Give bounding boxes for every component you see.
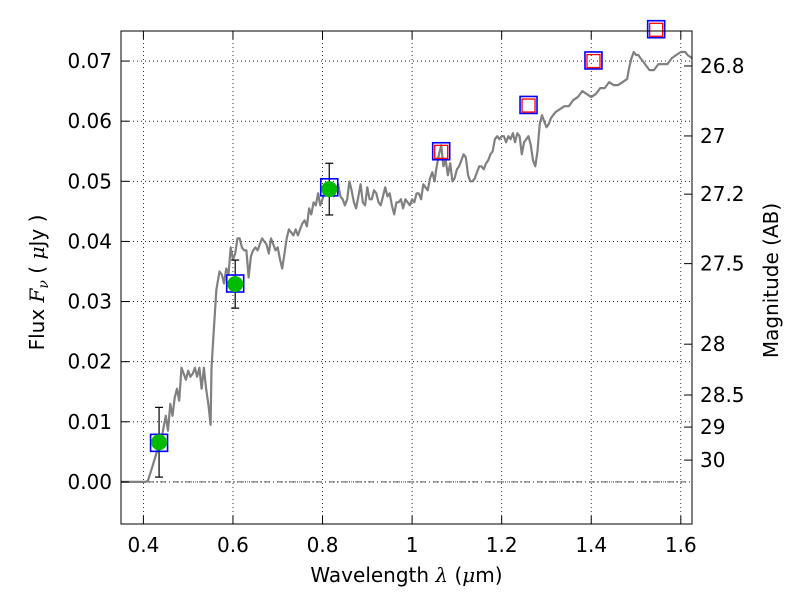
model-sed-layer	[121, 50, 693, 483]
y-axis-title: Flux Fν ( μJy )	[25, 215, 52, 351]
y-tick-label: 0.05	[67, 169, 112, 193]
upper-limit-marker	[434, 144, 449, 159]
x-axis-title: Wavelength λ (μm)	[310, 563, 502, 587]
x-tick-label: 1	[406, 533, 419, 557]
upper-limit-marker	[586, 53, 601, 69]
model-sed-line	[121, 50, 693, 483]
model-photometry-marker	[431, 141, 451, 161]
x-tick-label: 0.6	[217, 533, 249, 557]
observed-photometry-point	[227, 276, 244, 293]
x-tick-label: 1.2	[486, 533, 518, 557]
right-tick-label: 27.2	[700, 182, 745, 206]
photometry-layer	[149, 19, 666, 478]
model-photometry-marker	[584, 51, 603, 70]
grid	[121, 31, 692, 524]
upper-limit-marker	[521, 98, 536, 113]
right-tick-label: 29	[700, 415, 725, 439]
y-tick-label: 0.02	[67, 350, 112, 374]
y-tick-label: 0.03	[67, 290, 112, 314]
right-tick-label: 26.8	[700, 54, 745, 78]
y-tick-label: 0.01	[67, 410, 112, 434]
x-tick-label: 0.8	[307, 533, 339, 557]
right-tick-label: 27	[700, 124, 725, 148]
right-tick-label: 30	[700, 448, 725, 472]
right-axis-title: Magnitude (AB)	[759, 203, 783, 358]
x-tick-label: 0.4	[127, 533, 159, 557]
y-tick-label: 0.06	[67, 109, 112, 133]
upper-limit-marker	[649, 22, 664, 37]
observed-photometry-point	[151, 434, 168, 451]
x-tick-label: 1.4	[575, 533, 607, 557]
plot-frame	[120, 30, 693, 525]
right-tick-label: 28	[700, 332, 725, 356]
model-photometry-marker	[519, 95, 538, 115]
observed-photometry-point	[321, 181, 338, 198]
model-photometry-marker	[646, 19, 666, 39]
y-tick-label: 0.07	[67, 49, 112, 73]
y-tick-label: 0.00	[67, 470, 112, 494]
axis-ticks: 0.4 0.6 0.8 1 1.2 1.4 1.6 0.00 0.01 0.02 0.03 0.04 0…	[67, 31, 745, 557]
x-tick-label: 1.6	[665, 533, 697, 557]
y-tick-label: 0.04	[67, 229, 112, 253]
right-tick-label: 27.5	[700, 252, 745, 276]
right-tick-label: 28.5	[700, 383, 745, 407]
